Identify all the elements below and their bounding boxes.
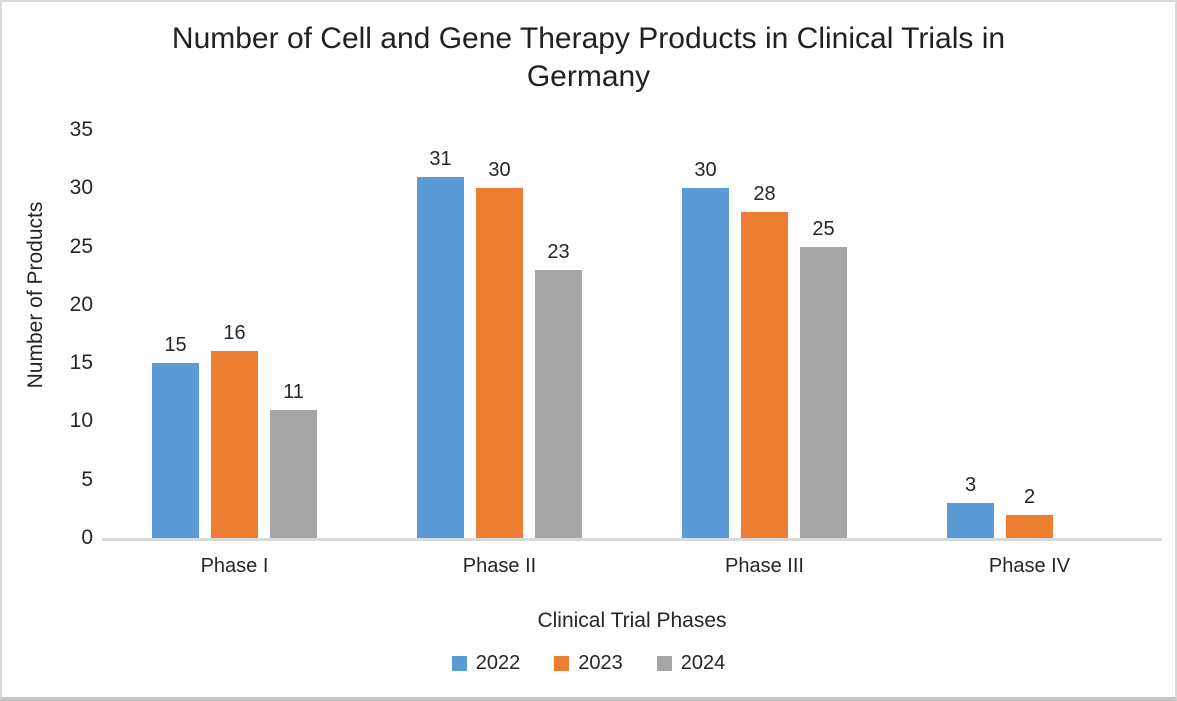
bar-value-2023-phase-iv: 2 [1023,486,1036,508]
bar-value-2024-phase-iii: 25 [812,218,835,240]
bar-2022-phase-iv [947,503,994,538]
bar-2023-phase-iii [741,212,788,538]
bar-value-2022-phase-iv: 3 [964,474,977,496]
y-tick-label-25: 25 [69,234,93,258]
bar-2024-phase-ii [535,270,582,538]
legend-item-2023: 2023 [554,650,623,676]
x-category-label-phase-iii: Phase III [725,555,804,577]
bar-2022-phase-ii [417,177,464,538]
y-tick-label-5: 5 [81,467,93,491]
legend-item-2022: 2022 [451,650,521,676]
legend-item-2024: 2024 [656,650,726,676]
y-tick-label-0: 0 [81,526,93,549]
y-tick-label-30: 30 [69,176,93,200]
y-tick-label-15: 15 [69,351,93,375]
chart-title: Number of Cell and Gene Therapy Products… [2,20,1175,96]
bar-2022-phase-iii [682,188,729,538]
bar-2024-phase-iii [800,247,847,538]
legend-swatch-2022 [451,655,467,671]
bar-value-2022-phase-ii: 31 [429,148,452,170]
bar-2023-phase-ii [476,188,523,538]
bar-2022-phase-i [152,363,199,538]
bar-value-2022-phase-iii: 30 [694,159,717,181]
bar-value-2023-phase-iii: 28 [753,183,776,205]
y-tick-label-10: 10 [69,409,93,433]
legend-label-2024: 2024 [680,652,726,674]
legend-label-2023: 2023 [578,652,623,674]
legend-label-2022: 2022 [475,652,521,674]
x-category-label-phase-iv: Phase IV [988,555,1071,577]
bar-value-2022-phase-i: 15 [164,334,187,356]
bar-2023-phase-iv [1006,515,1053,538]
x-axis-title: Clinical Trial Phases [537,609,727,632]
legend-swatch-2024 [656,655,672,671]
bar-2023-phase-i [211,351,258,538]
legend-swatch-2023 [554,655,570,671]
y-tick-label-20: 20 [69,292,93,316]
x-axis-line [102,538,1162,541]
legend: 2022 2023 2024 [2,650,1175,676]
chart-title-line1: Number of Cell and Gene Therapy Products… [171,22,1006,55]
chart-title-line2: Germany [526,60,651,93]
bar-2024-phase-i [270,410,317,538]
bar-value-2024-phase-ii: 23 [547,241,570,263]
y-tick-label-35: 35 [69,118,93,141]
x-category-label-phase-i: Phase I [200,555,269,577]
bar-value-2023-phase-i: 16 [223,322,246,344]
bar-value-2023-phase-ii: 30 [488,159,511,181]
bar-value-2024-phase-i: 11 [283,381,304,403]
plot-area: 15 16 11 31 30 23 30 28 25 3 2 [102,130,1162,538]
x-category-label-phase-ii: Phase II [462,555,537,577]
